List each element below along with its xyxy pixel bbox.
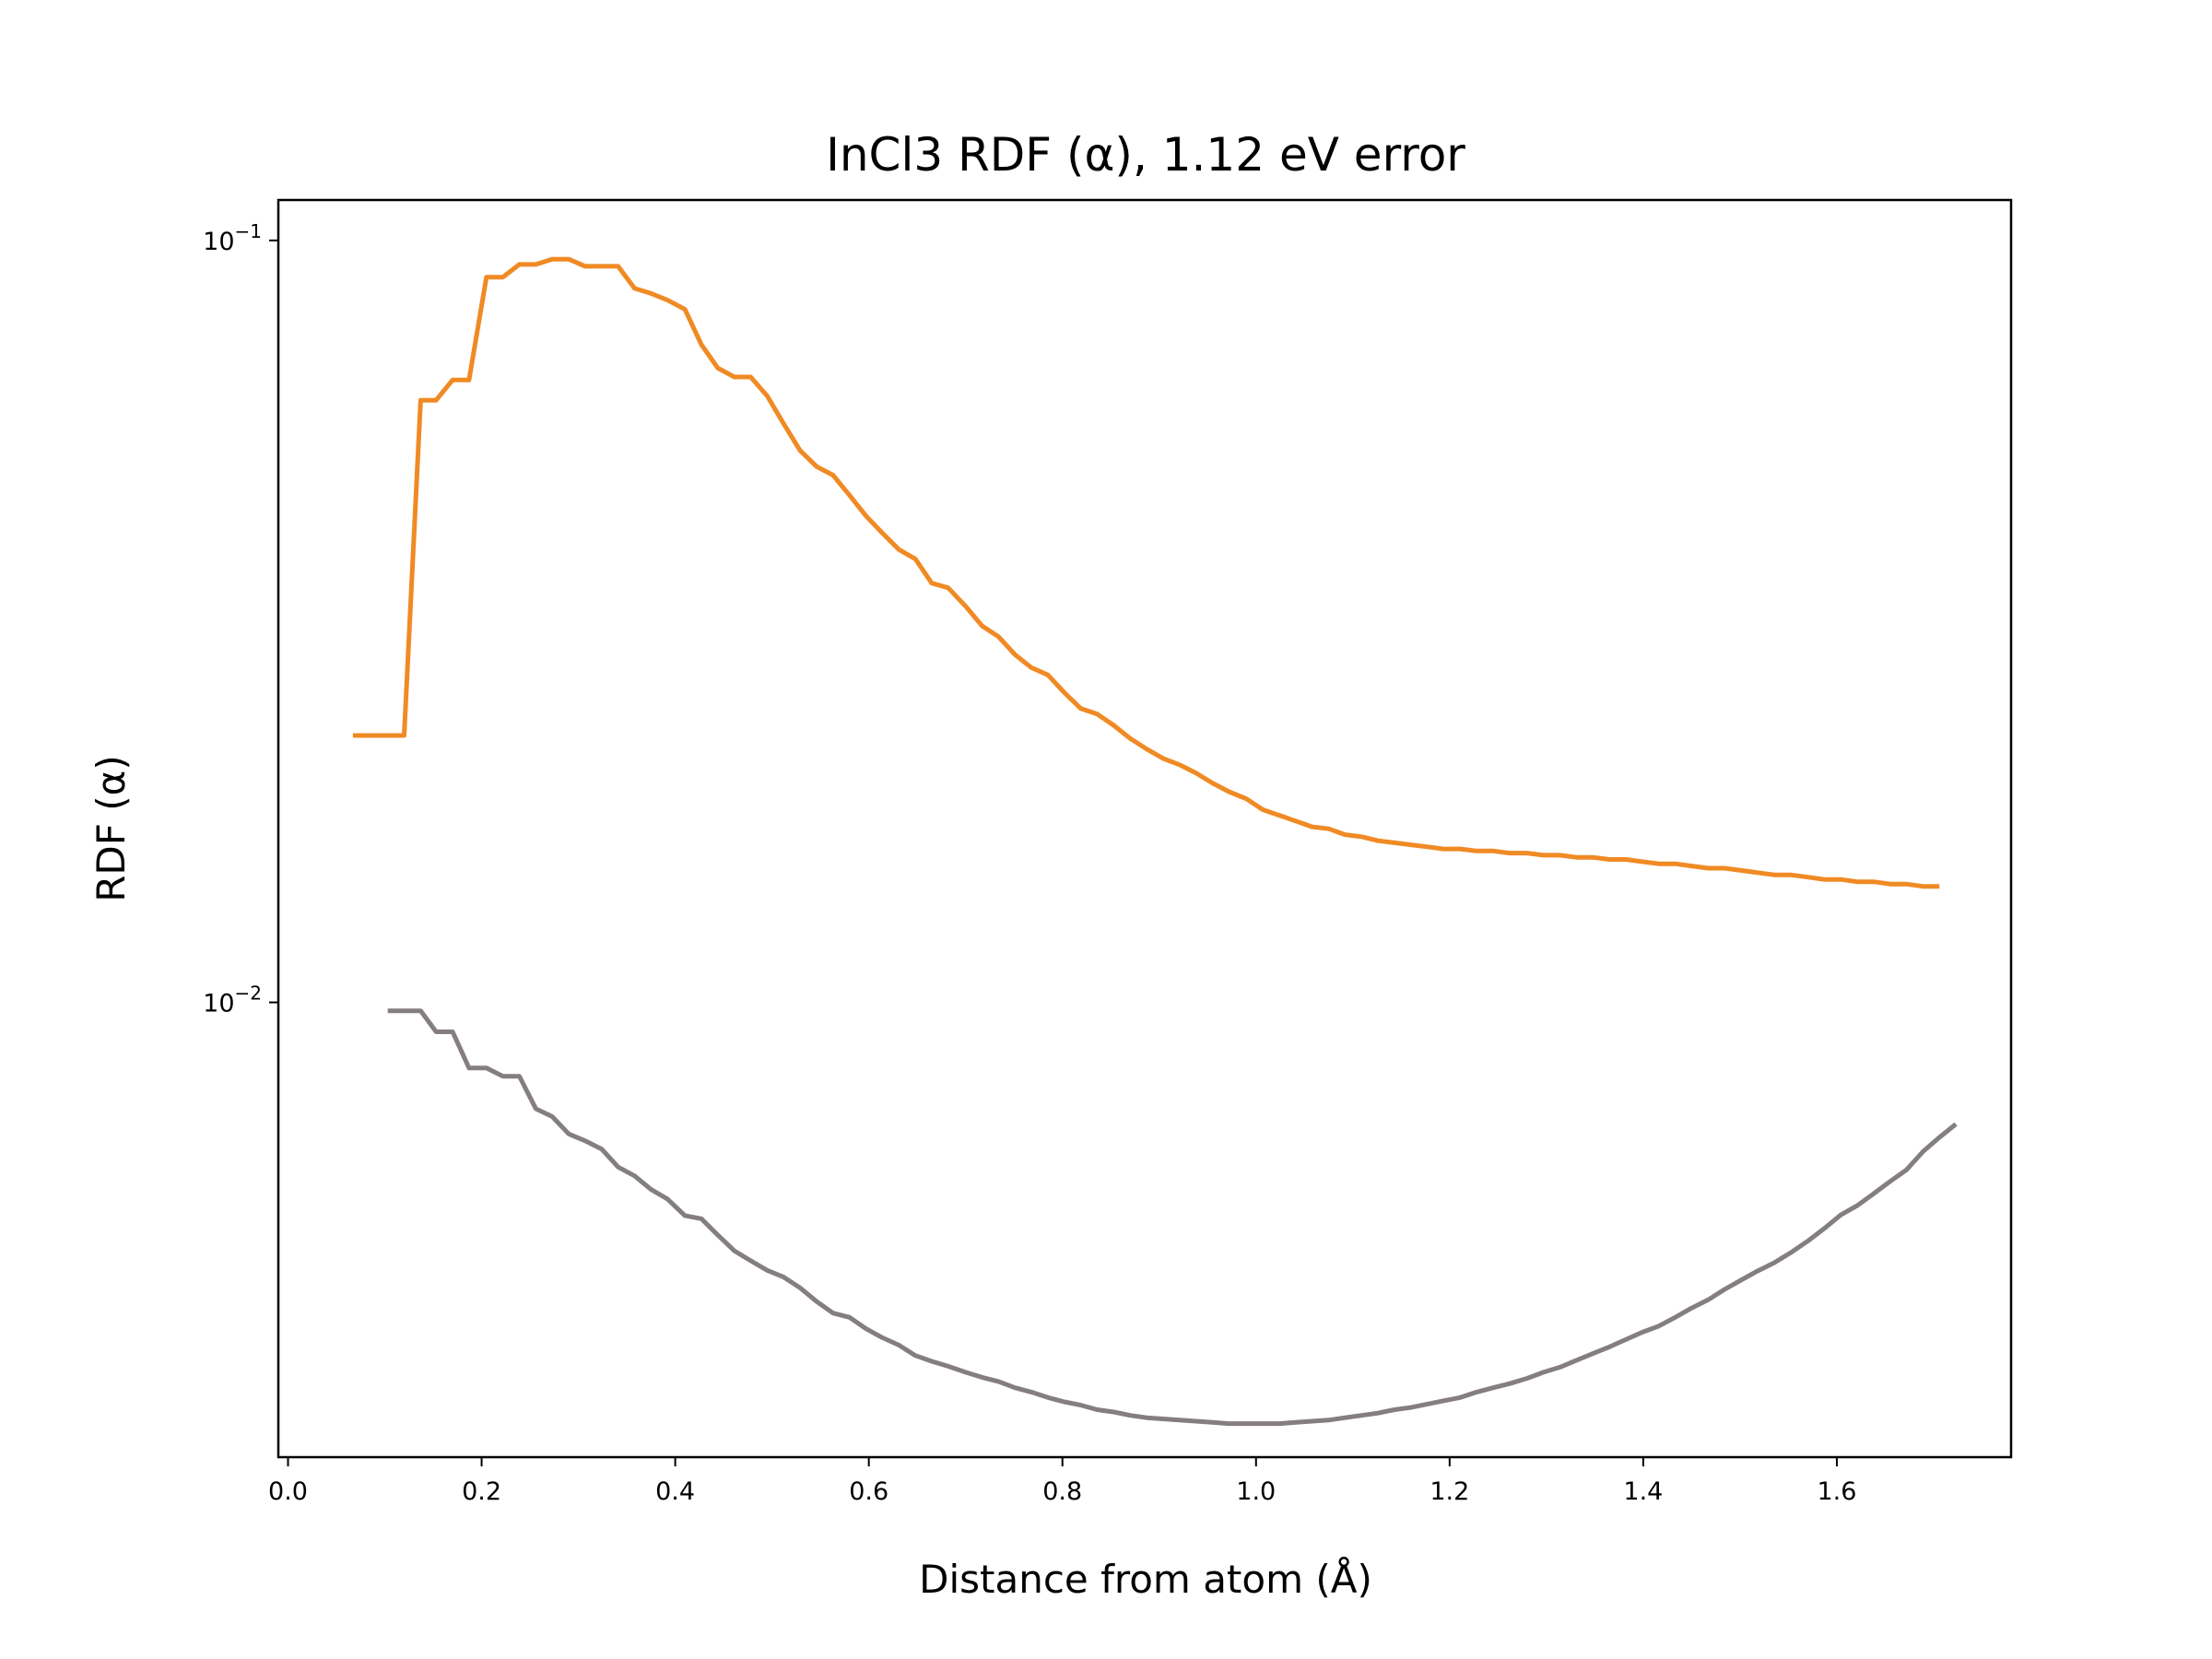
x-tick-label: 0.4 [655,1477,695,1506]
y-tick-label: 10−1 [203,220,262,256]
x-tick-label: 0.0 [268,1477,308,1506]
y-axis-ticks: 10−110−2 [203,220,278,1018]
y-tick-label-base: 10 [203,228,234,256]
y-tick-label-exponent: −2 [235,982,262,1005]
x-tick-label: 1.6 [1817,1477,1856,1506]
y-tick-label-exponent: −1 [235,220,262,242]
y-tick-label-base: 10 [203,990,234,1018]
series-line-2 [387,1008,1958,1427]
x-tick-label: 1.4 [1623,1477,1663,1506]
chart-title: InCl3 RDF (α), 1.12 eV error [826,128,1465,182]
x-axis-label: Distance from atom (Å) [919,1556,1372,1602]
plot-area-frame [276,198,2013,1459]
x-tick-label: 0.8 [1042,1477,1082,1506]
y-axis-label: RDF (α) [88,755,134,902]
series-line-1 [352,256,1940,889]
y-tick-label: 10−2 [203,982,262,1018]
x-tick-label: 0.6 [849,1477,888,1506]
x-tick-label: 1.0 [1236,1477,1276,1506]
x-tick-label: 0.2 [462,1477,501,1506]
series-layer [352,256,1958,1427]
x-axis-ticks: 0.0 0.2 0.4 0.6 0.8 1.0 1.2 1.4 1.6 [268,1457,1856,1506]
x-tick-label: 1.2 [1430,1477,1469,1506]
